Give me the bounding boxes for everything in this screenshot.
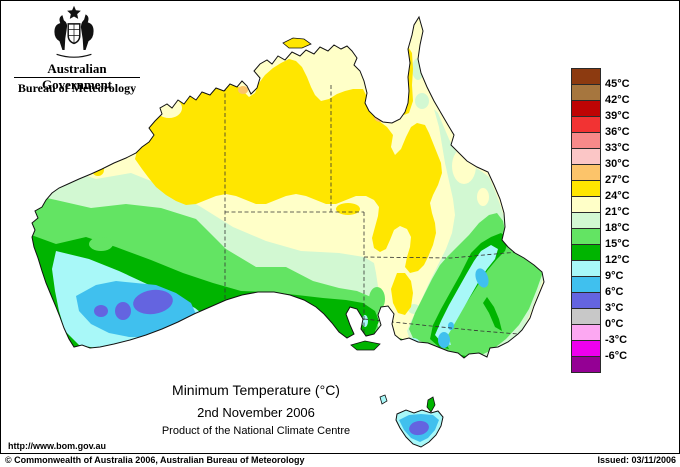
region-6-9-alps-spot: [448, 322, 454, 330]
region-24-27-nsw-blob: [391, 273, 413, 315]
tas-region-3-6: [409, 420, 429, 436]
title-block: Minimum Temperature (°C) 2nd November 20…: [71, 382, 441, 437]
legend-label: 36°C: [605, 126, 630, 138]
region-3-6-southwest-blob: [133, 289, 173, 315]
legend-swatch-tm3_0: [571, 324, 601, 341]
legend-swatch-t12_15: [571, 244, 601, 261]
legend-label: 21°C: [605, 206, 630, 218]
king-island: [379, 394, 388, 405]
legend-label: 30°C: [605, 158, 630, 170]
legend-swatch-t0_3: [571, 308, 601, 325]
legend-swatch-t18_21: [571, 212, 601, 229]
legend-swatch-t21_24: [571, 196, 601, 213]
crest-star-icon: [67, 5, 81, 19]
region-24-27-pilbara-dot: [92, 164, 104, 176]
legend-label: 33°C: [605, 142, 630, 154]
kangaroo-island: [350, 340, 381, 351]
region-6-9-new-england-core: [475, 268, 489, 288]
region-9-12-adelaide-hills: [362, 315, 368, 327]
legend-swatch-t30_33: [571, 148, 601, 165]
issued-text: Issued: 03/11/2006: [597, 455, 676, 465]
copyright-text: © Commonwealth of Australia 2006, Austra…: [5, 455, 305, 465]
legend-label: -3°C: [605, 334, 628, 346]
legend-swatch-t45plus: [571, 68, 601, 85]
legend-label: 6°C: [605, 286, 624, 298]
region-24-27-centre-dot: [349, 151, 357, 159]
map-date: 2nd November 2006: [197, 405, 315, 420]
legend-label: 18°C: [605, 222, 630, 234]
australia-min-temperature-map: [31, 15, 545, 448]
legend-label: 24°C: [605, 190, 630, 202]
legend-swatch-t9_12: [571, 260, 601, 277]
legend-swatches: [571, 68, 601, 373]
legend-label: 45°C: [605, 78, 630, 90]
legend-label: 9°C: [605, 270, 624, 282]
legend-swatch-t33_36: [571, 132, 601, 149]
region-6-9-alps-core: [438, 332, 450, 348]
legend-swatch-t39_42: [571, 100, 601, 117]
legend-swatch-t27_30: [571, 164, 601, 181]
australia-coastline: [31, 15, 545, 359]
legend-swatch-t6_9: [571, 276, 601, 293]
legend-swatch-tm6_m3: [571, 340, 601, 357]
legend-swatch-t24_27: [571, 180, 601, 197]
region-21-24-qld-patch: [477, 188, 489, 206]
government-title: Australian Government: [41, 61, 113, 92]
tasmania-coastline: [395, 409, 444, 448]
footer-bar: © Commonwealth of Australia 2006, Austra…: [0, 455, 680, 467]
bureau-title: Bureau of Meteorology: [17, 81, 137, 95]
bom-url: http://www.bom.gov.au: [8, 441, 106, 451]
map-product: Product of the National Climate Centre: [161, 425, 351, 437]
melville-island: [282, 37, 312, 49]
legend-swatch-t15_18: [571, 228, 601, 245]
crest-shield-icon: [67, 23, 81, 45]
legend-swatch-t42_45: [571, 84, 601, 101]
crest-scroll-icon: [56, 53, 92, 58]
legend-label: 15°C: [605, 238, 630, 250]
crest-shield-hatch: [68, 23, 80, 43]
legend-label: 27°C: [605, 174, 630, 186]
legend-swatch-tm6minus: [571, 356, 601, 373]
map-frame: Australian Government Bureau of Meteorol…: [0, 0, 680, 454]
legend-label: 39°C: [605, 110, 630, 122]
crest-emu-icon: [80, 14, 94, 50]
tasmania-temperature-layers: [396, 410, 443, 447]
region-15-18-hole-in-green: [89, 237, 113, 251]
region-3-6-southwest-blob: [115, 302, 131, 320]
region-24-27-centre-blob: [304, 159, 322, 183]
crest-kangaroo-icon: [54, 15, 68, 50]
legend-label: 42°C: [605, 94, 630, 106]
region-18-21-capeyork-patch: [415, 93, 429, 109]
header-divider: [14, 77, 140, 78]
region-15-18-flinders-ranges: [369, 287, 385, 311]
legend-label: -6°C: [605, 350, 628, 362]
legend-label: 12°C: [605, 254, 630, 266]
legend-swatch-t3_6: [571, 292, 601, 309]
region-27-30-spot: [238, 86, 248, 94]
legend-label: 3°C: [605, 302, 624, 314]
flinders-island: [426, 396, 436, 413]
region-21-24-qld-patch: [452, 148, 476, 184]
legend-label: 0°C: [605, 318, 624, 330]
region-24-27-north-band: [135, 59, 442, 273]
temperature-legend: 45°C 42°C 39°C 36°C 33°C 30°C 27°C 24°C 21°C 18°C…: [571, 68, 630, 373]
legend-swatch-t36_39: [571, 116, 601, 133]
region-24-27-centre-blob: [336, 203, 360, 215]
coat-of-arms: [54, 5, 94, 58]
map-title: Minimum Temperature (°C): [172, 382, 340, 398]
region-3-6-southwest-blob: [94, 305, 108, 317]
region-12-15-nsw-coast-strip: [483, 297, 502, 331]
